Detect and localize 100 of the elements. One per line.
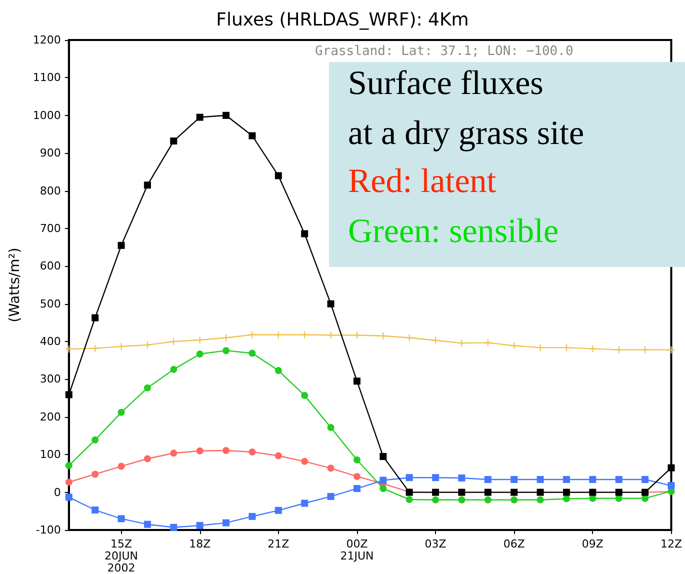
point	[589, 476, 596, 483]
point	[353, 378, 360, 385]
annotation: Red: latent	[348, 162, 496, 202]
point	[327, 464, 334, 472]
annotation: Green: sensible	[348, 212, 559, 252]
annotation: at a dry grass site	[348, 114, 584, 154]
point	[327, 424, 334, 431]
point	[144, 384, 151, 392]
y-axis-title: (Watts/m²)	[7, 248, 23, 322]
y-tick-label: 600	[40, 260, 61, 273]
point	[144, 182, 151, 189]
point	[144, 455, 151, 462]
point	[406, 334, 413, 342]
point	[118, 408, 125, 416]
point	[510, 476, 518, 483]
point	[301, 230, 308, 238]
point	[274, 506, 282, 514]
point	[248, 331, 256, 338]
point	[196, 447, 204, 454]
y-tick-label: 200	[40, 410, 61, 424]
point	[536, 496, 544, 504]
point	[274, 331, 282, 338]
point	[458, 474, 466, 482]
x-tick-label: 03Z	[424, 538, 447, 550]
point	[222, 519, 230, 526]
point	[118, 515, 125, 522]
point	[458, 496, 466, 504]
point	[65, 391, 72, 398]
y-tick-label: 1100	[32, 71, 61, 84]
point	[668, 482, 675, 490]
chart-title: Fluxes (HRLDAS_WRF): 4Km	[216, 10, 469, 30]
y-tick-label: 800	[40, 184, 61, 198]
point	[248, 132, 256, 140]
point	[65, 478, 72, 486]
point	[301, 392, 308, 399]
y-tick-label: -100	[36, 524, 61, 536]
y-tick-label: 500	[40, 297, 61, 310]
x-tick-label: 15Z 20JUN 2002	[104, 538, 138, 574]
point	[327, 300, 334, 308]
point	[301, 500, 308, 507]
x-tick-label: 06Z	[503, 538, 526, 550]
point	[615, 476, 622, 483]
y-tick-label: 100	[40, 448, 61, 462]
y-tick-label: 1000	[32, 108, 61, 122]
point	[353, 472, 360, 480]
point	[668, 346, 675, 354]
point	[170, 524, 178, 531]
y-tick-label: 700	[40, 222, 61, 235]
point	[118, 462, 125, 470]
point	[92, 436, 99, 444]
x-tick-label: 18Z	[189, 538, 212, 550]
point	[432, 496, 440, 504]
point	[562, 476, 570, 483]
point	[248, 512, 256, 520]
point	[248, 448, 256, 456]
point	[196, 350, 204, 358]
point	[353, 456, 360, 464]
point	[510, 496, 518, 504]
point	[668, 464, 675, 472]
point	[170, 450, 178, 457]
point	[642, 476, 649, 483]
point	[248, 350, 256, 357]
point	[170, 366, 178, 373]
point	[432, 474, 440, 482]
point	[274, 452, 282, 460]
x-tick-label: 12Z	[660, 538, 682, 550]
x-tick-label: 00Z 21JUN	[340, 538, 374, 562]
point	[222, 446, 230, 454]
point	[196, 522, 204, 529]
annotation: Surface fluxes	[348, 64, 544, 104]
point	[65, 494, 72, 501]
point	[484, 476, 492, 483]
point	[65, 462, 72, 470]
point	[144, 520, 151, 528]
point	[92, 470, 99, 478]
point	[380, 453, 387, 460]
x-tick-label: 21Z	[268, 538, 290, 550]
point	[484, 496, 492, 504]
y-tick-label: 400	[40, 335, 61, 348]
point	[274, 367, 282, 374]
y-tick-label: 900	[40, 146, 61, 160]
point	[196, 114, 204, 121]
point	[92, 314, 99, 322]
point	[222, 334, 230, 342]
point	[562, 495, 570, 502]
y-tick-label: 1200	[32, 34, 61, 46]
point	[406, 474, 413, 482]
y-tick-label: 300	[40, 372, 61, 386]
point	[380, 485, 387, 492]
point	[118, 342, 125, 350]
point	[222, 112, 230, 119]
point	[536, 476, 544, 483]
x-tick-label: 09Z	[582, 538, 604, 550]
point	[380, 476, 387, 484]
point	[92, 506, 99, 514]
point	[170, 138, 178, 145]
point	[406, 496, 413, 503]
point	[301, 458, 308, 465]
point	[301, 331, 308, 338]
point	[274, 172, 282, 180]
